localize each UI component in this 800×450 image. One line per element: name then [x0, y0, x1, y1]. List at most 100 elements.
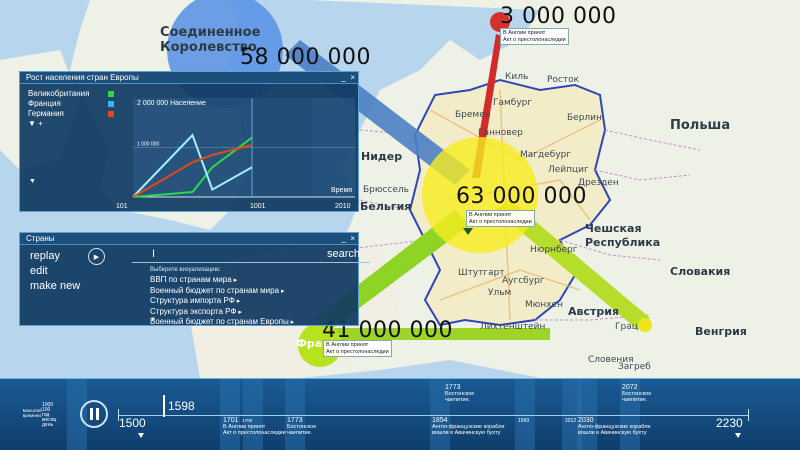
- legend-add-button[interactable]: ▼ +: [28, 119, 43, 128]
- label-hungary: Венгрия: [695, 325, 747, 338]
- city-nuremberg: Нюрнберг: [530, 245, 578, 255]
- x-tick-label: 2010: [335, 203, 351, 210]
- legend-item-uk[interactable]: Великобритания: [28, 89, 114, 99]
- collapse-arrow-icon[interactable]: ▼: [29, 178, 36, 185]
- connector-bottom: [330, 328, 550, 340]
- population-chart-panel[interactable]: Рост населения стран Европы _ × Великобр…: [19, 71, 359, 212]
- timeline-event[interactable]: 1854 Англо-французские корабли вошли в А…: [432, 417, 505, 436]
- event-tag-germany[interactable]: В Англии принят Акт о престолонаследии: [466, 210, 535, 227]
- timeline-event[interactable]: 2030 Англо-французские корабли вошли в А…: [578, 417, 651, 436]
- series-line: [132, 133, 253, 198]
- city-kiel: Киль: [505, 72, 529, 82]
- city-zagreb: Загреб: [618, 362, 651, 372]
- minimize-button[interactable]: _: [341, 73, 346, 82]
- minimize-button[interactable]: _: [341, 234, 346, 243]
- countries-panel[interactable]: Страны _ × replay edit make new ▶ I sear…: [19, 232, 370, 328]
- action-menu: replay edit make new: [30, 249, 80, 294]
- legend-item-france[interactable]: Франция: [28, 99, 114, 109]
- timeline-event[interactable]: 1773 Бостонское чаепитие.: [445, 384, 475, 403]
- timeline-column: [620, 379, 640, 450]
- timeline-column: [515, 379, 535, 450]
- value-uk: 58 000 000: [240, 45, 371, 70]
- timeline[interactable]: Масштаб времени: 1000 100 год месяц день…: [0, 378, 800, 450]
- viz-item[interactable]: Структура импорта РФ: [150, 296, 294, 307]
- chart-legend: Великобритания Франция Германия ▼ +: [28, 89, 114, 129]
- countries-panel-title: Страны: [26, 234, 55, 243]
- replay-button[interactable]: replay: [30, 250, 60, 262]
- end-marker-icon[interactable]: [735, 433, 741, 438]
- city-dresden: Дрезден: [578, 178, 619, 188]
- label-france: Фран: [296, 337, 330, 350]
- value-germany: 63 000 000: [456, 184, 587, 209]
- timeline-event[interactable]: 1773 Бостонское чаепитие.: [287, 417, 317, 436]
- viz-item[interactable]: Военный бюджет по странам мира: [150, 286, 294, 297]
- y-tick-label: 1 000 000: [137, 142, 159, 148]
- x-tick-label: 1001: [250, 203, 266, 210]
- make-new-button[interactable]: make new: [30, 280, 81, 292]
- label-poland: Польша: [670, 118, 731, 133]
- time-scale-options[interactable]: 1000 100 год месяц день: [42, 402, 57, 428]
- close-button[interactable]: ×: [350, 234, 355, 243]
- viz-heading: Выберите визуализацию:: [150, 267, 221, 273]
- legend-item-germany[interactable]: Германия: [28, 109, 114, 119]
- start-marker-icon[interactable]: [138, 433, 144, 438]
- legend-swatch: [108, 101, 114, 107]
- timeline-column: [577, 379, 597, 450]
- timeline-track[interactable]: [118, 415, 748, 416]
- value-denmark: 3 000 000: [500, 4, 617, 29]
- connector-austria: [495, 200, 650, 330]
- timeline-end-tick: [748, 409, 749, 421]
- x-tick-label: 101: [116, 203, 128, 210]
- search-input[interactable]: I search: [132, 248, 370, 263]
- timeline-start-tick: [118, 409, 119, 421]
- label-austria: Австрия: [568, 305, 620, 318]
- x-axis-label: Время: [331, 187, 352, 194]
- end-year: 2230: [716, 416, 743, 430]
- timeline-event[interactable]: 2072 Бостонское чаепитие.: [622, 384, 652, 403]
- label-slovenia: Словения: [588, 355, 634, 365]
- search-button[interactable]: search: [326, 248, 360, 260]
- chart-panel-titlebar[interactable]: Рост населения стран Европы _ ×: [20, 72, 358, 84]
- pause-button[interactable]: [80, 400, 108, 428]
- current-year: 1598: [168, 399, 195, 413]
- edit-button[interactable]: edit: [30, 265, 48, 277]
- search-value: I: [152, 248, 156, 260]
- city-rostock: Росток: [547, 75, 580, 85]
- city-munich: Мюнхен: [525, 300, 563, 310]
- visualization-list: ВВП по странам мира Военный бюджет по ст…: [150, 275, 294, 328]
- close-button[interactable]: ×: [350, 73, 355, 82]
- timeline-column: [67, 379, 87, 450]
- series-line: [132, 144, 253, 198]
- scroll-down-icon[interactable]: ▼: [150, 317, 156, 323]
- label-uk: Соединенное: [160, 25, 261, 40]
- city-magdeburg: Магдебург: [520, 150, 572, 160]
- map-view[interactable]: Соединенное Королевство Польша Нидер Бел…: [0, 0, 800, 378]
- play-button[interactable]: ▶: [88, 248, 105, 265]
- play-icon: ▶: [93, 253, 100, 261]
- city-stuttgart: Штутгарт: [458, 268, 505, 278]
- viz-item[interactable]: ВВП по странам мира: [150, 275, 294, 286]
- countries-panel-titlebar[interactable]: Страны _ ×: [20, 233, 358, 245]
- circle-austria[interactable]: [638, 318, 652, 332]
- current-time-marker[interactable]: [163, 395, 165, 417]
- time-scale-label: Масштаб времени:: [22, 408, 42, 418]
- legend-swatch: [108, 111, 114, 117]
- city-liechtenstein: Лихтенштейн: [480, 322, 546, 332]
- y-axis-label: 2 000 000 Население: [137, 100, 206, 107]
- city-ulm: Ульм: [488, 288, 512, 298]
- city-leipzig: Лейпциг: [548, 165, 589, 175]
- city-graz: Грац: [615, 322, 638, 332]
- series-line: [132, 136, 253, 198]
- event-tag-france[interactable]: В Англии принят Акт о престолонаследии: [323, 340, 392, 357]
- viz-item[interactable]: Структура экспорта РФ: [150, 307, 294, 318]
- circle-denmark[interactable]: [490, 12, 510, 32]
- start-year: 1500: [119, 416, 146, 430]
- timeline-year-small: 1999: [518, 418, 530, 424]
- event-tag-denmark[interactable]: В Англии принят Акт о престолонаследии: [500, 28, 569, 45]
- label-uk-2: Королевство: [160, 40, 257, 55]
- city-augsburg: Аугсбург: [502, 276, 545, 286]
- timeline-column: [220, 379, 240, 450]
- label-belgium: Бельгия: [360, 200, 412, 213]
- viz-item[interactable]: Военный бюджет по странам Европы: [150, 317, 294, 328]
- timeline-event[interactable]: 1701 1700 В Англии принят Акт о престоло…: [223, 417, 286, 436]
